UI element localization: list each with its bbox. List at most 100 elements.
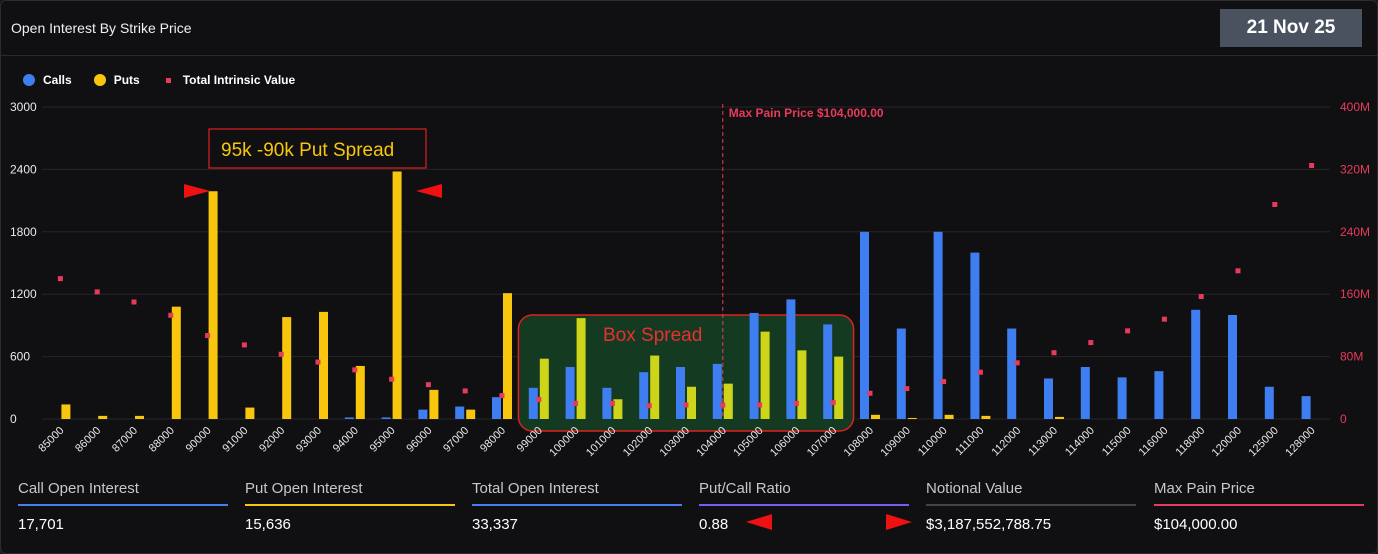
stat-max-pain-price: Max Pain Price $104,000.00 — [1154, 480, 1364, 533]
puts-bar — [539, 358, 549, 419]
intrinsic-value-point — [683, 402, 689, 408]
legend-intrinsic-label: Total Intrinsic Value — [182, 73, 296, 87]
intrinsic-value-point — [867, 390, 873, 396]
puts-bar — [907, 417, 917, 419]
legend-puts-label: Puts — [113, 73, 140, 87]
put-spread-label: 95k -90k Put Spread — [221, 140, 394, 161]
arrow-left-icon — [416, 184, 442, 198]
stat-value: 33,337 — [472, 516, 518, 533]
stat-label: Notional Value — [926, 480, 1023, 497]
stat-put-call-ratio: Put/Call Ratio 0.88 — [699, 480, 909, 533]
intrinsic-value-point — [1235, 268, 1241, 274]
x-tick-label: 92000 — [257, 425, 287, 455]
intrinsic-value-point — [609, 400, 615, 406]
puts-bar — [392, 171, 402, 419]
calls-bar — [565, 367, 575, 419]
calls-bar — [1117, 377, 1127, 419]
puts-bar — [503, 293, 512, 419]
stat-label: Put/Call Ratio — [699, 480, 791, 497]
stat-value: 17,701 — [18, 516, 64, 533]
x-tick-label: 86000 — [73, 425, 103, 455]
x-tick-label: 112000 — [989, 425, 1023, 459]
intrinsic-value-point — [646, 403, 652, 409]
calls-bar — [639, 372, 649, 419]
calls-bar — [1080, 367, 1090, 419]
intrinsic-value-point — [462, 388, 468, 394]
calls-dot-icon — [23, 74, 35, 86]
stat-label: Max Pain Price — [1154, 480, 1255, 497]
stat-value: 0.88 — [699, 516, 729, 533]
calls-bar — [823, 324, 833, 419]
intrinsic-value-point — [793, 400, 799, 406]
intrinsic-value-point — [425, 382, 431, 388]
y-left-tick-label: 2400 — [10, 162, 37, 176]
calls-bar — [455, 406, 465, 419]
puts-bar — [1055, 416, 1064, 419]
puts-bar — [760, 331, 770, 419]
intrinsic-value-point — [168, 312, 174, 318]
x-tick-label: 118000 — [1173, 425, 1207, 459]
y-left-tick-label: 3000 — [10, 100, 37, 114]
calls-bar — [970, 252, 980, 419]
x-tick-label: 116000 — [1137, 425, 1171, 459]
calls-bar — [344, 417, 354, 419]
stat-label: Total Open Interest — [472, 480, 599, 497]
put-spread-annotation-box — [208, 128, 427, 169]
calls-bar — [749, 312, 759, 419]
legend-calls[interactable]: Calls — [23, 73, 72, 87]
stat-label: Put Open Interest — [245, 480, 363, 497]
intrinsic-value-point — [573, 400, 579, 406]
stat-put-open-interest: Put Open Interest 15,636 — [245, 480, 455, 533]
x-tick-label: 91000 — [220, 425, 250, 455]
puts-bar — [613, 399, 623, 419]
intrinsic-value-point — [1161, 316, 1167, 322]
x-tick-label: 87000 — [110, 425, 140, 455]
stat-call-open-interest: Call Open Interest 17,701 — [18, 480, 228, 533]
legend-puts[interactable]: Puts — [93, 73, 140, 87]
x-tick-label: 128000 — [1283, 425, 1317, 459]
x-tick-label: 125000 — [1246, 425, 1280, 459]
legend-intrinsic[interactable]: Total Intrinsic Value — [162, 73, 295, 87]
intrinsic-value-point — [1272, 202, 1278, 207]
puts-bar — [319, 311, 328, 419]
puts-bar — [944, 414, 954, 419]
stat-underline — [472, 504, 682, 506]
arrow-right-icon — [184, 184, 210, 198]
calls-bar — [1264, 386, 1274, 419]
panel-header: Open Interest By Strike Price 21 Nov 25 — [1, 1, 1377, 56]
puts-bar — [61, 404, 71, 419]
stat-underline — [926, 504, 1136, 506]
y-right-tick-label: 80M — [1340, 350, 1363, 364]
puts-bar — [98, 415, 108, 419]
intrinsic-value-point — [499, 393, 505, 399]
puts-bar — [208, 191, 218, 419]
calls-bar — [602, 387, 612, 419]
intrinsic-value-point — [757, 402, 763, 408]
intrinsic-value-point — [352, 367, 358, 373]
stat-total-open-interest: Total Open Interest 33,337 — [472, 480, 682, 533]
stat-value: $104,000.00 — [1154, 516, 1238, 533]
open-interest-chart: 0 0 600 80M 1200 160M 1800 240M 2400 320M 3000 400M… — [10, 100, 1370, 459]
intrinsic-value-point — [536, 397, 542, 402]
calls-bar — [896, 328, 906, 419]
y-left-tick-label: 1200 — [10, 287, 37, 301]
puts-bar — [576, 318, 586, 419]
x-tick-label: 97000 — [441, 425, 471, 455]
intrinsic-value-point — [941, 379, 947, 385]
x-tick-label: 111000 — [953, 425, 986, 458]
calls-bar — [933, 231, 943, 419]
calls-bar — [492, 397, 501, 419]
y-right-tick-label: 320M — [1340, 162, 1370, 176]
calls-bar — [786, 299, 796, 419]
y-left-tick-label: 0 — [10, 412, 17, 426]
puts-bar — [871, 414, 880, 419]
x-tick-label: 120000 — [1210, 425, 1244, 459]
intrinsic-value-point — [1309, 163, 1315, 168]
x-tick-label: 85000 — [36, 425, 66, 455]
legend-calls-label: Calls — [43, 73, 72, 87]
puts-bar — [282, 317, 292, 419]
y-right-tick-label: 0 — [1340, 412, 1347, 426]
stat-underline — [1154, 504, 1364, 506]
expiry-date-badge[interactable]: 21 Nov 25 — [1220, 9, 1362, 47]
stat-notional-value: Notional Value $3,187,552,788.75 — [926, 480, 1136, 533]
